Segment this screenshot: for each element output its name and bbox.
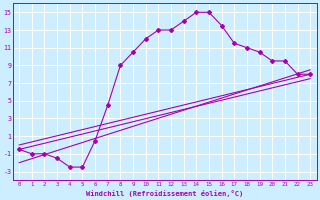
- X-axis label: Windchill (Refroidissement éolien,°C): Windchill (Refroidissement éolien,°C): [86, 190, 243, 197]
